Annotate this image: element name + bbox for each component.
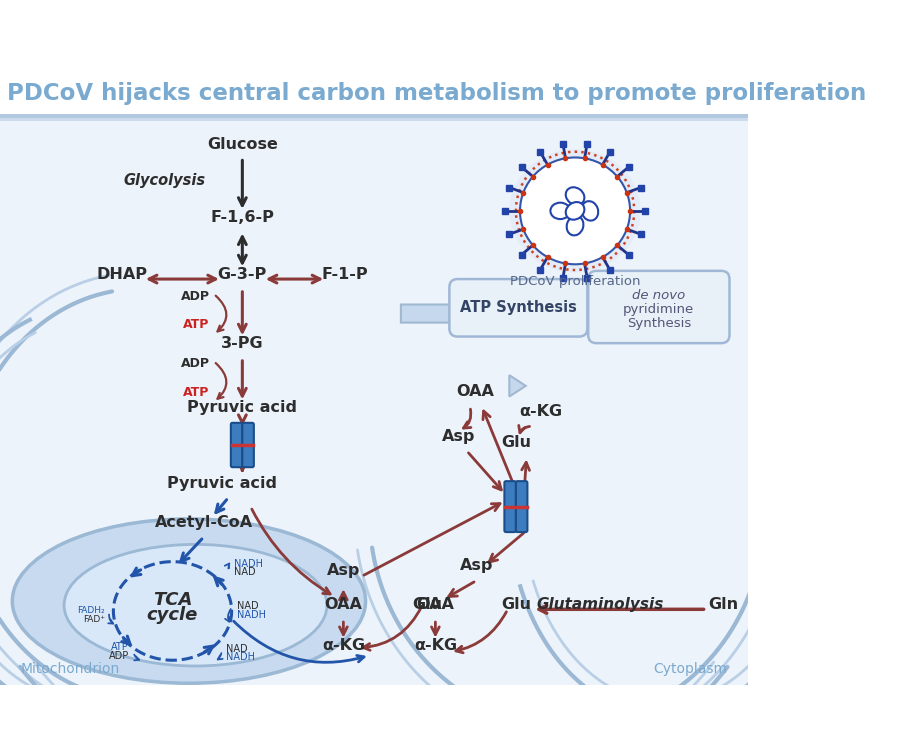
Ellipse shape: [551, 202, 571, 219]
Text: ADP: ADP: [180, 290, 209, 303]
FancyArrow shape: [401, 298, 470, 329]
Ellipse shape: [510, 149, 641, 272]
Bar: [0, 118, 748, 121]
Text: G-3-P: G-3-P: [217, 267, 267, 282]
Text: DHAP: DHAP: [96, 267, 147, 282]
Text: pyridimine: pyridimine: [623, 303, 694, 316]
Text: α-KG: α-KG: [519, 405, 562, 420]
Text: Glucose: Glucose: [207, 138, 278, 152]
Text: Acetyl-CoA: Acetyl-CoA: [155, 515, 253, 530]
Text: 3-PG: 3-PG: [221, 336, 264, 351]
FancyBboxPatch shape: [504, 481, 516, 532]
Text: Glu: Glu: [501, 435, 531, 450]
Text: Mitochondrion: Mitochondrion: [21, 663, 120, 676]
Text: α-KG: α-KG: [414, 638, 457, 653]
Bar: [0, 67, 748, 115]
Text: Synthesis: Synthesis: [627, 317, 691, 330]
Text: ADP: ADP: [108, 650, 129, 660]
Text: OAA: OAA: [325, 597, 362, 612]
Text: OAA: OAA: [417, 597, 454, 612]
Text: Cytoplasm: Cytoplasm: [653, 663, 727, 676]
Polygon shape: [510, 375, 526, 396]
Text: Glutaminolysis: Glutaminolysis: [536, 597, 663, 612]
Bar: [0, 114, 748, 118]
FancyBboxPatch shape: [588, 271, 730, 343]
Text: FAD⁺: FAD⁺: [83, 614, 106, 623]
Text: NAD: NAD: [234, 567, 256, 577]
Text: TCA: TCA: [153, 591, 192, 609]
Text: Glu: Glu: [412, 597, 442, 612]
Text: ADP: ADP: [180, 357, 209, 370]
Ellipse shape: [64, 544, 327, 666]
Text: α-KG: α-KG: [322, 638, 365, 653]
Text: NAD: NAD: [237, 602, 258, 611]
FancyBboxPatch shape: [231, 423, 242, 467]
Ellipse shape: [520, 157, 630, 264]
FancyBboxPatch shape: [242, 423, 254, 467]
Text: NADH: NADH: [226, 652, 255, 663]
Text: ATP: ATP: [183, 318, 209, 332]
Text: NADH: NADH: [234, 559, 263, 569]
Text: ATP Synthesis: ATP Synthesis: [460, 300, 577, 315]
Ellipse shape: [566, 187, 584, 205]
Text: ATP: ATP: [111, 642, 129, 653]
Text: Pyruvic acid: Pyruvic acid: [167, 476, 277, 491]
Text: Glycolysis: Glycolysis: [123, 173, 206, 187]
Text: Pyruvic acid: Pyruvic acid: [187, 400, 298, 415]
FancyBboxPatch shape: [450, 279, 587, 337]
Text: ATP: ATP: [183, 386, 209, 399]
Text: PDCoV proliferation: PDCoV proliferation: [510, 274, 641, 288]
Text: Asp: Asp: [441, 429, 475, 444]
Text: cycle: cycle: [147, 606, 198, 624]
Text: FADH₂: FADH₂: [77, 606, 106, 615]
Text: Asp: Asp: [460, 558, 493, 573]
Text: PDCoV hijacks central carbon metabolism to promote proliferation: PDCoV hijacks central carbon metabolism …: [6, 82, 865, 105]
Ellipse shape: [13, 519, 366, 684]
Text: de novo: de novo: [632, 289, 685, 302]
Text: F-1-P: F-1-P: [322, 267, 369, 282]
Text: NAD: NAD: [226, 644, 248, 654]
Text: OAA: OAA: [456, 384, 494, 399]
Text: F-1,6-P: F-1,6-P: [210, 210, 274, 225]
Ellipse shape: [567, 216, 583, 235]
Text: NADH: NADH: [237, 610, 266, 620]
Text: Asp: Asp: [327, 562, 360, 578]
FancyBboxPatch shape: [516, 481, 528, 532]
Ellipse shape: [566, 202, 584, 220]
Ellipse shape: [581, 202, 598, 220]
Text: Glu: Glu: [501, 597, 531, 612]
Text: Gln: Gln: [708, 597, 738, 612]
